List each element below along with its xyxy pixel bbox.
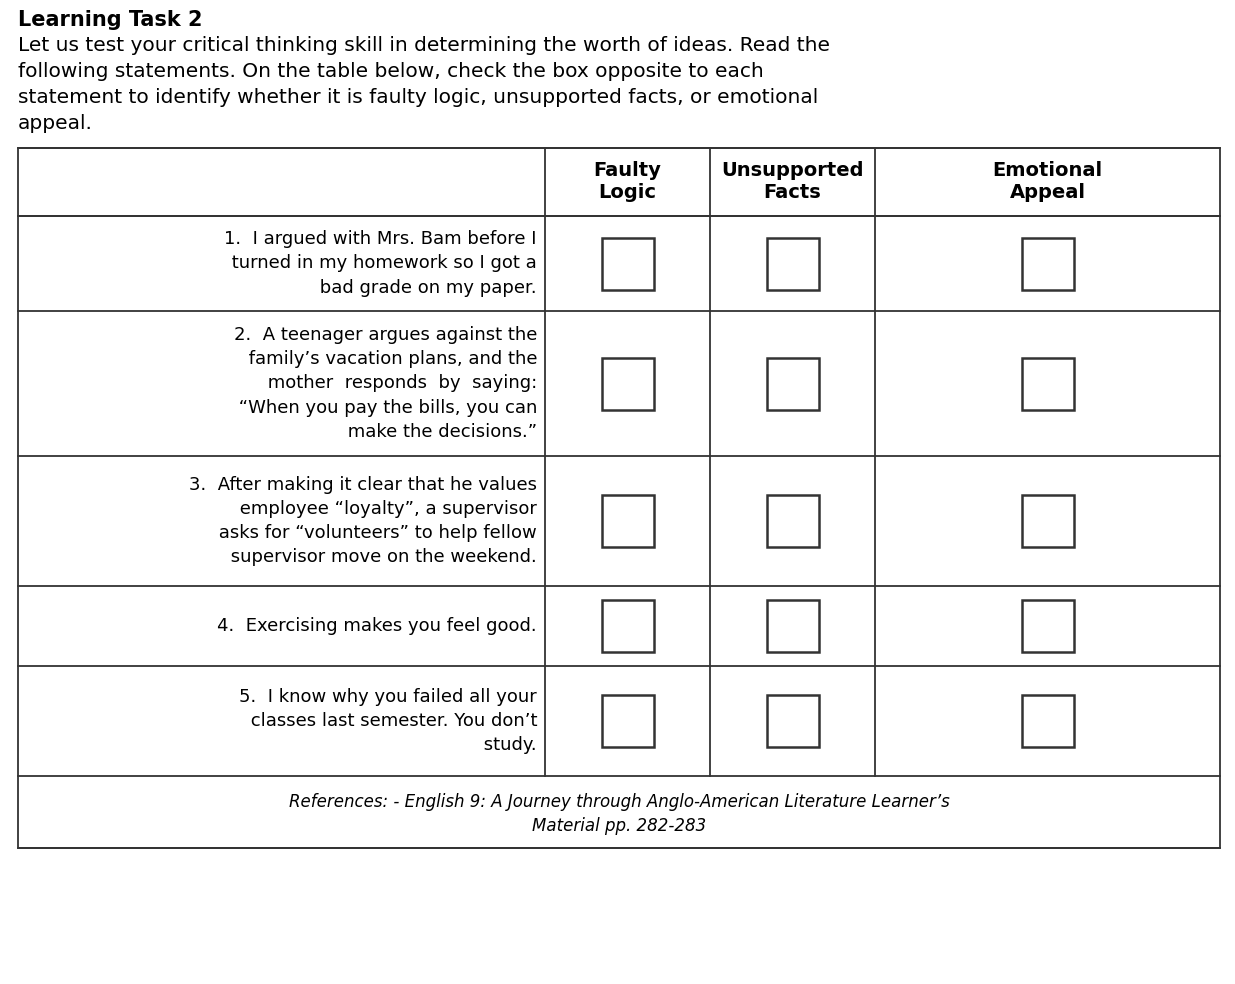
Bar: [601, 357, 653, 409]
Text: Learning Task 2: Learning Task 2: [19, 10, 203, 30]
Bar: [767, 695, 819, 747]
Bar: [601, 237, 653, 289]
Text: Let us test your critical thinking skill in determining the worth of ideas. Read: Let us test your critical thinking skill…: [19, 36, 830, 55]
Bar: [1021, 357, 1073, 409]
Bar: [767, 600, 819, 652]
Text: 3.  After making it clear that he values
     employee “loyalty”, a supervisor
 : 3. After making it clear that he values …: [189, 475, 537, 567]
Bar: [1021, 495, 1073, 547]
Bar: [1021, 237, 1073, 289]
Bar: [767, 237, 819, 289]
Text: References: - English 9: A Journey through Anglo-American Literature Learner’s: References: - English 9: A Journey throu…: [289, 793, 950, 811]
Bar: [767, 357, 819, 409]
Text: following statements. On the table below, check the box opposite to each: following statements. On the table below…: [19, 62, 763, 81]
Text: 4.  Exercising makes you feel good.: 4. Exercising makes you feel good.: [217, 617, 537, 635]
Text: appeal.: appeal.: [19, 114, 93, 133]
Text: 1.  I argued with Mrs. Bam before I
     turned in my homework so I got a
     b: 1. I argued with Mrs. Bam before I turne…: [204, 230, 537, 297]
Bar: [1021, 600, 1073, 652]
Text: statement to identify whether it is faulty logic, unsupported facts, or emotiona: statement to identify whether it is faul…: [19, 88, 819, 107]
Text: 2.  A teenager argues against the
     family’s vacation plans, and the
     mot: 2. A teenager argues against the family’…: [210, 326, 537, 441]
Text: Unsupported
Facts: Unsupported Facts: [721, 161, 863, 203]
Bar: [767, 495, 819, 547]
Bar: [1021, 695, 1073, 747]
Bar: [601, 695, 653, 747]
Text: Material pp. 282-283: Material pp. 282-283: [532, 817, 706, 835]
Bar: [601, 600, 653, 652]
Text: Faulty
Logic: Faulty Logic: [594, 161, 662, 203]
Bar: [601, 495, 653, 547]
Text: Emotional
Appeal: Emotional Appeal: [993, 161, 1103, 203]
Text: 5.  I know why you failed all your
     classes last semester. You don’t
     st: 5. I know why you failed all your classe…: [221, 688, 537, 755]
